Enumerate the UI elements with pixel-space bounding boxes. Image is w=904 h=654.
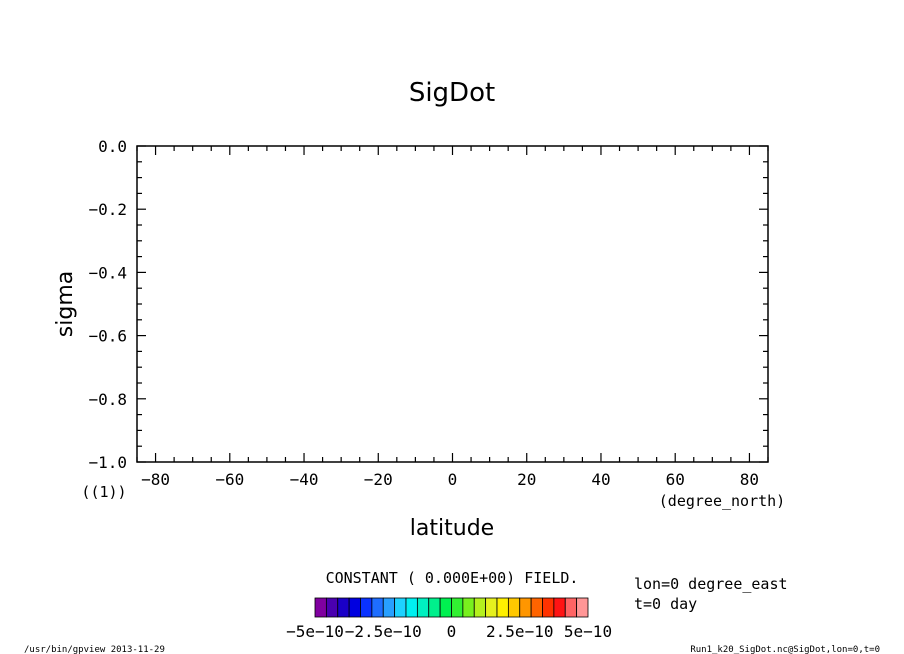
colorbar-swatch (382, 597, 396, 618)
y-tick-label: −0.4 (88, 263, 127, 282)
colorbar-swatch (325, 597, 339, 618)
colorbar-swatch (530, 597, 543, 618)
y-tick-label: −0.2 (88, 200, 127, 219)
lon-info: lon=0 degree_east (634, 575, 788, 593)
colorbar-tick-label: 2.5e−10 (486, 622, 553, 641)
chart-title: SigDot (409, 78, 495, 108)
colorbar-swatch (564, 597, 578, 618)
colorbar-swatch (496, 597, 509, 618)
colorbar-swatch (416, 597, 430, 618)
x-tick-label: 40 (591, 470, 610, 489)
colorbar-swatch (428, 597, 441, 618)
x-tick-label: 20 (517, 470, 536, 489)
x-axis-unit: (degree_north) (659, 492, 785, 510)
axis-ticks (136, 145, 769, 463)
colorbar-swatch (405, 597, 418, 618)
colorbar-swatch (439, 597, 452, 618)
x-tick-label: 0 (448, 470, 458, 489)
colorbar-swatch (473, 597, 487, 618)
plot-frame (136, 145, 769, 463)
y-tick-label: −0.6 (88, 327, 127, 346)
colorbar-tick-label: 0 (447, 622, 457, 641)
x-axis-label: latitude (410, 516, 494, 541)
colorbar-swatch (371, 597, 384, 618)
y-tick-label: −0.8 (88, 390, 127, 409)
colorbar-tick-label: −2.5e−10 (345, 622, 422, 641)
colorbar-swatch (542, 597, 555, 618)
y-tick-label: 0.0 (98, 137, 127, 156)
x-tick-label: −80 (141, 470, 170, 489)
x-tick-label: −40 (290, 470, 319, 489)
colorbar-swatch (485, 597, 498, 618)
colorbar-swatch (462, 597, 475, 618)
colorbar-swatch (360, 597, 373, 618)
colorbar-labels: −5e−10 −2.5e−10 0 2.5e−10 5e−10 (286, 622, 612, 641)
footer-left: /usr/bin/gpview 2013-11-29 (24, 645, 165, 654)
y-tick-labels: 0.0 −0.2 −0.4 −0.6 −0.8 −1.0 (88, 137, 127, 472)
colorbar-swatch (519, 597, 532, 618)
colorbar-tick-label: 5e−10 (564, 622, 612, 641)
colorbar (314, 597, 589, 618)
x-tick-label: −20 (364, 470, 393, 489)
x-tick-label: 60 (666, 470, 685, 489)
time-info: t=0 day (634, 595, 697, 613)
y-axis-label: sigma (53, 271, 78, 337)
colorbar-swatch (348, 597, 361, 618)
colorbar-tick-label: −5e−10 (286, 622, 344, 641)
colorbar-swatch (337, 597, 350, 618)
colorbar-swatch (553, 597, 566, 618)
colorbar-swatch (314, 597, 327, 618)
y-axis-extra-label: ((1)) (81, 483, 126, 501)
constant-field-message: CONSTANT ( 0.000E+00) FIELD. (326, 569, 579, 587)
y-tick-label: −1.0 (88, 453, 127, 472)
x-tick-label: −60 (215, 470, 244, 489)
footer-right: Run1_k20_SigDot.nc@SigDot,lon=0,t=0 (690, 645, 880, 654)
x-tick-labels: −80 −60 −40 −20 0 20 40 60 80 (141, 470, 759, 489)
colorbar-swatch (576, 597, 589, 618)
colorbar-swatch (507, 597, 521, 618)
colorbar-swatch (451, 597, 464, 618)
colorbar-swatch (394, 597, 407, 618)
x-tick-label: 80 (740, 470, 759, 489)
